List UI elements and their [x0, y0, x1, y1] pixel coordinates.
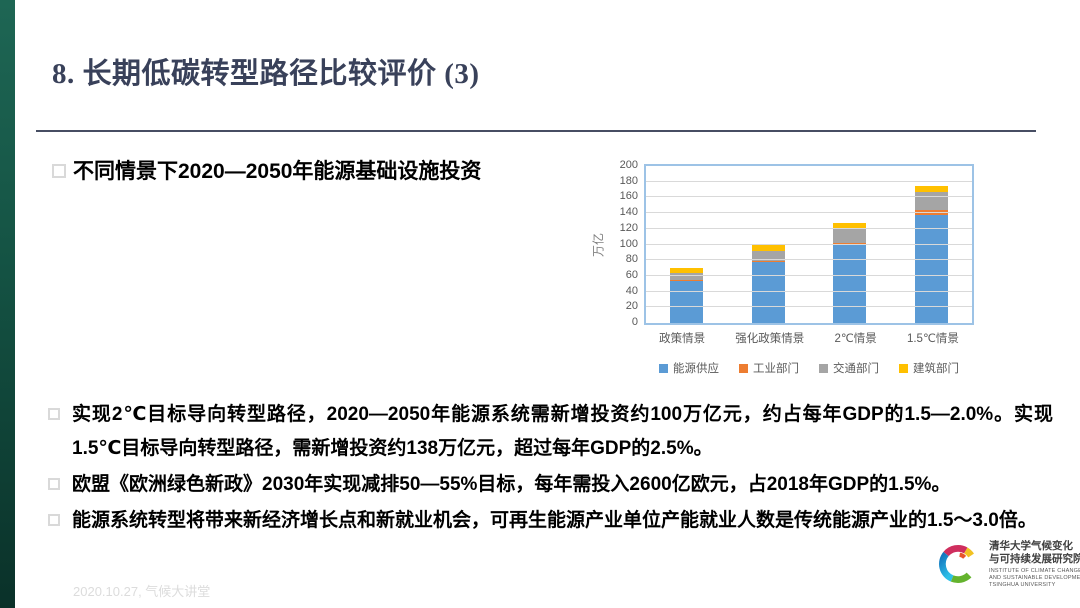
bar-segment [833, 223, 867, 229]
y-tick-label: 180 [619, 174, 638, 187]
x-axis-category-label: 强化政策情景 [735, 333, 805, 345]
y-tick-label: 140 [619, 206, 638, 219]
legend-label: 能源供应 [673, 363, 719, 375]
bar-segment [751, 250, 785, 261]
bullet-list: 实现2℃目标导向转型路径，2020—2050年能源系统需新增投资约100万亿元，… [48, 398, 1053, 540]
chart-yticks: 0 20 40 60 80 100 120 140 160 180 200 [612, 159, 644, 328]
y-tick-label: 60 [625, 268, 638, 281]
gridline [646, 196, 972, 198]
bar-segment [670, 268, 704, 273]
legend-label: 建筑部门 [913, 363, 959, 375]
square-bullet-icon [48, 514, 60, 526]
chart-bars [646, 166, 972, 323]
bullet-text: 欧盟《欧洲绿色新政》2030年实现减排50—55%目标，每年需投入2600亿欧元… [72, 474, 951, 495]
logo-en-line1: INSTITUTE OF CLIMATE CHANGE [989, 567, 1080, 574]
square-bullet-icon [48, 408, 60, 420]
chart-xlabels: 政策情景 强化政策情景 2℃情景 1.5℃情景 [644, 330, 974, 346]
legend-label: 交通部门 [833, 363, 879, 375]
stacked-bar [751, 244, 785, 323]
stacked-bar [833, 223, 867, 323]
bar-segment [914, 185, 948, 192]
gridline [646, 180, 972, 182]
gridline [646, 212, 972, 214]
square-bullet-icon [48, 478, 60, 490]
legend-label: 工业部门 [753, 363, 799, 375]
legend-swatch-icon [739, 363, 748, 373]
bar-segment [751, 261, 785, 262]
y-tick-label: 200 [619, 159, 638, 171]
section-heading: 不同情景下2020—2050年能源基础设施投资 [52, 155, 481, 185]
tsinghua-institute-logo: 清华大学气候变化 与可持续发展研究院 INSTITUTE OF CLIMATE … [933, 539, 1080, 589]
y-tick-label: 40 [625, 284, 638, 297]
bullet-text: 能源系统转型将带来新经济增长点和新就业机会，可再生能源产业单位产能就业人数是传统… [72, 510, 1037, 531]
stacked-bar [670, 268, 704, 323]
chart-plot [644, 164, 974, 325]
section-heading-label: 不同情景下2020—2050年能源基础设施投资 [73, 160, 482, 183]
logo-cn-line1: 清华大学气候变化 [989, 539, 1073, 552]
legend-item: 能源供应 [659, 360, 719, 376]
y-tick-label: 120 [619, 221, 638, 234]
bar-segment [751, 244, 785, 251]
gridline [646, 227, 972, 229]
slide-date-footer: 2020.10.27, 气候大讲堂 [73, 584, 211, 599]
logo-text: 清华大学气候变化 与可持续发展研究院 INSTITUTE OF CLIMATE … [989, 540, 1080, 589]
legend-swatch-icon [659, 363, 668, 373]
gridline [646, 243, 972, 245]
stacked-bar [914, 185, 948, 323]
logo-c-swirl-icon [939, 545, 974, 583]
gridline [646, 290, 972, 292]
square-bullet-icon [52, 164, 66, 178]
list-item: 实现2℃目标导向转型路径，2020—2050年能源系统需新增投资约100万亿元，… [48, 398, 1053, 466]
bullet-text: 实现2℃目标导向转型路径，2020—2050年能源系统需新增投资约100万亿元，… [72, 404, 1053, 459]
bar-segment [914, 214, 948, 323]
x-axis-category-label: 政策情景 [659, 333, 706, 345]
legend-swatch-icon [899, 363, 908, 373]
bar-segment [670, 280, 704, 323]
y-axis-title-label: 万亿 [591, 232, 606, 257]
y-tick-label: 20 [625, 300, 638, 313]
investment-bar-chart: 万亿 0 20 40 60 80 100 120 140 160 180 200 政策情景 强化政策情… [592, 159, 994, 376]
y-tick-label: 0 [631, 316, 638, 328]
gridline [646, 259, 972, 261]
legend-item: 交通部门 [819, 360, 879, 376]
gridline [646, 306, 972, 308]
x-axis-category-label: 2℃情景 [834, 333, 877, 345]
legend-item: 建筑部门 [899, 360, 959, 376]
logo-en-line3: TSINGHUA UNIVERSITY [989, 581, 1056, 588]
logo-cn-line2: 与可持续发展研究院 [989, 552, 1080, 565]
title-divider [36, 130, 1036, 132]
bar-segment [914, 191, 948, 210]
legend-item: 工业部门 [739, 360, 799, 376]
gridline [646, 274, 972, 276]
logo-en-line2: AND SUSTAINABLE DEVELOPMENT [989, 574, 1080, 581]
bar-segment [670, 279, 704, 281]
bar-segment [670, 272, 704, 280]
bar-segment [833, 244, 867, 323]
bar-segment [833, 228, 867, 243]
chart-legend: 能源供应 工业部门 交通部门 建筑部门 [644, 360, 974, 376]
legend-swatch-icon [819, 363, 828, 373]
list-item: 能源系统转型将带来新经济增长点和新就业机会，可再生能源产业单位产能就业人数是传统… [48, 504, 1053, 538]
page-title: 8. 长期低碳转型路径比较评价 (3) [52, 58, 480, 90]
y-tick-label: 100 [619, 237, 638, 250]
y-tick-label: 160 [619, 190, 638, 203]
bar-segment [751, 261, 785, 323]
x-axis-category-label: 1.5℃情景 [906, 333, 959, 345]
list-item: 欧盟《欧洲绿色新政》2030年实现减排50—55%目标，每年需投入2600亿欧元… [48, 468, 1053, 502]
slide-accent-strip [0, 0, 15, 608]
y-tick-label: 80 [625, 253, 638, 266]
